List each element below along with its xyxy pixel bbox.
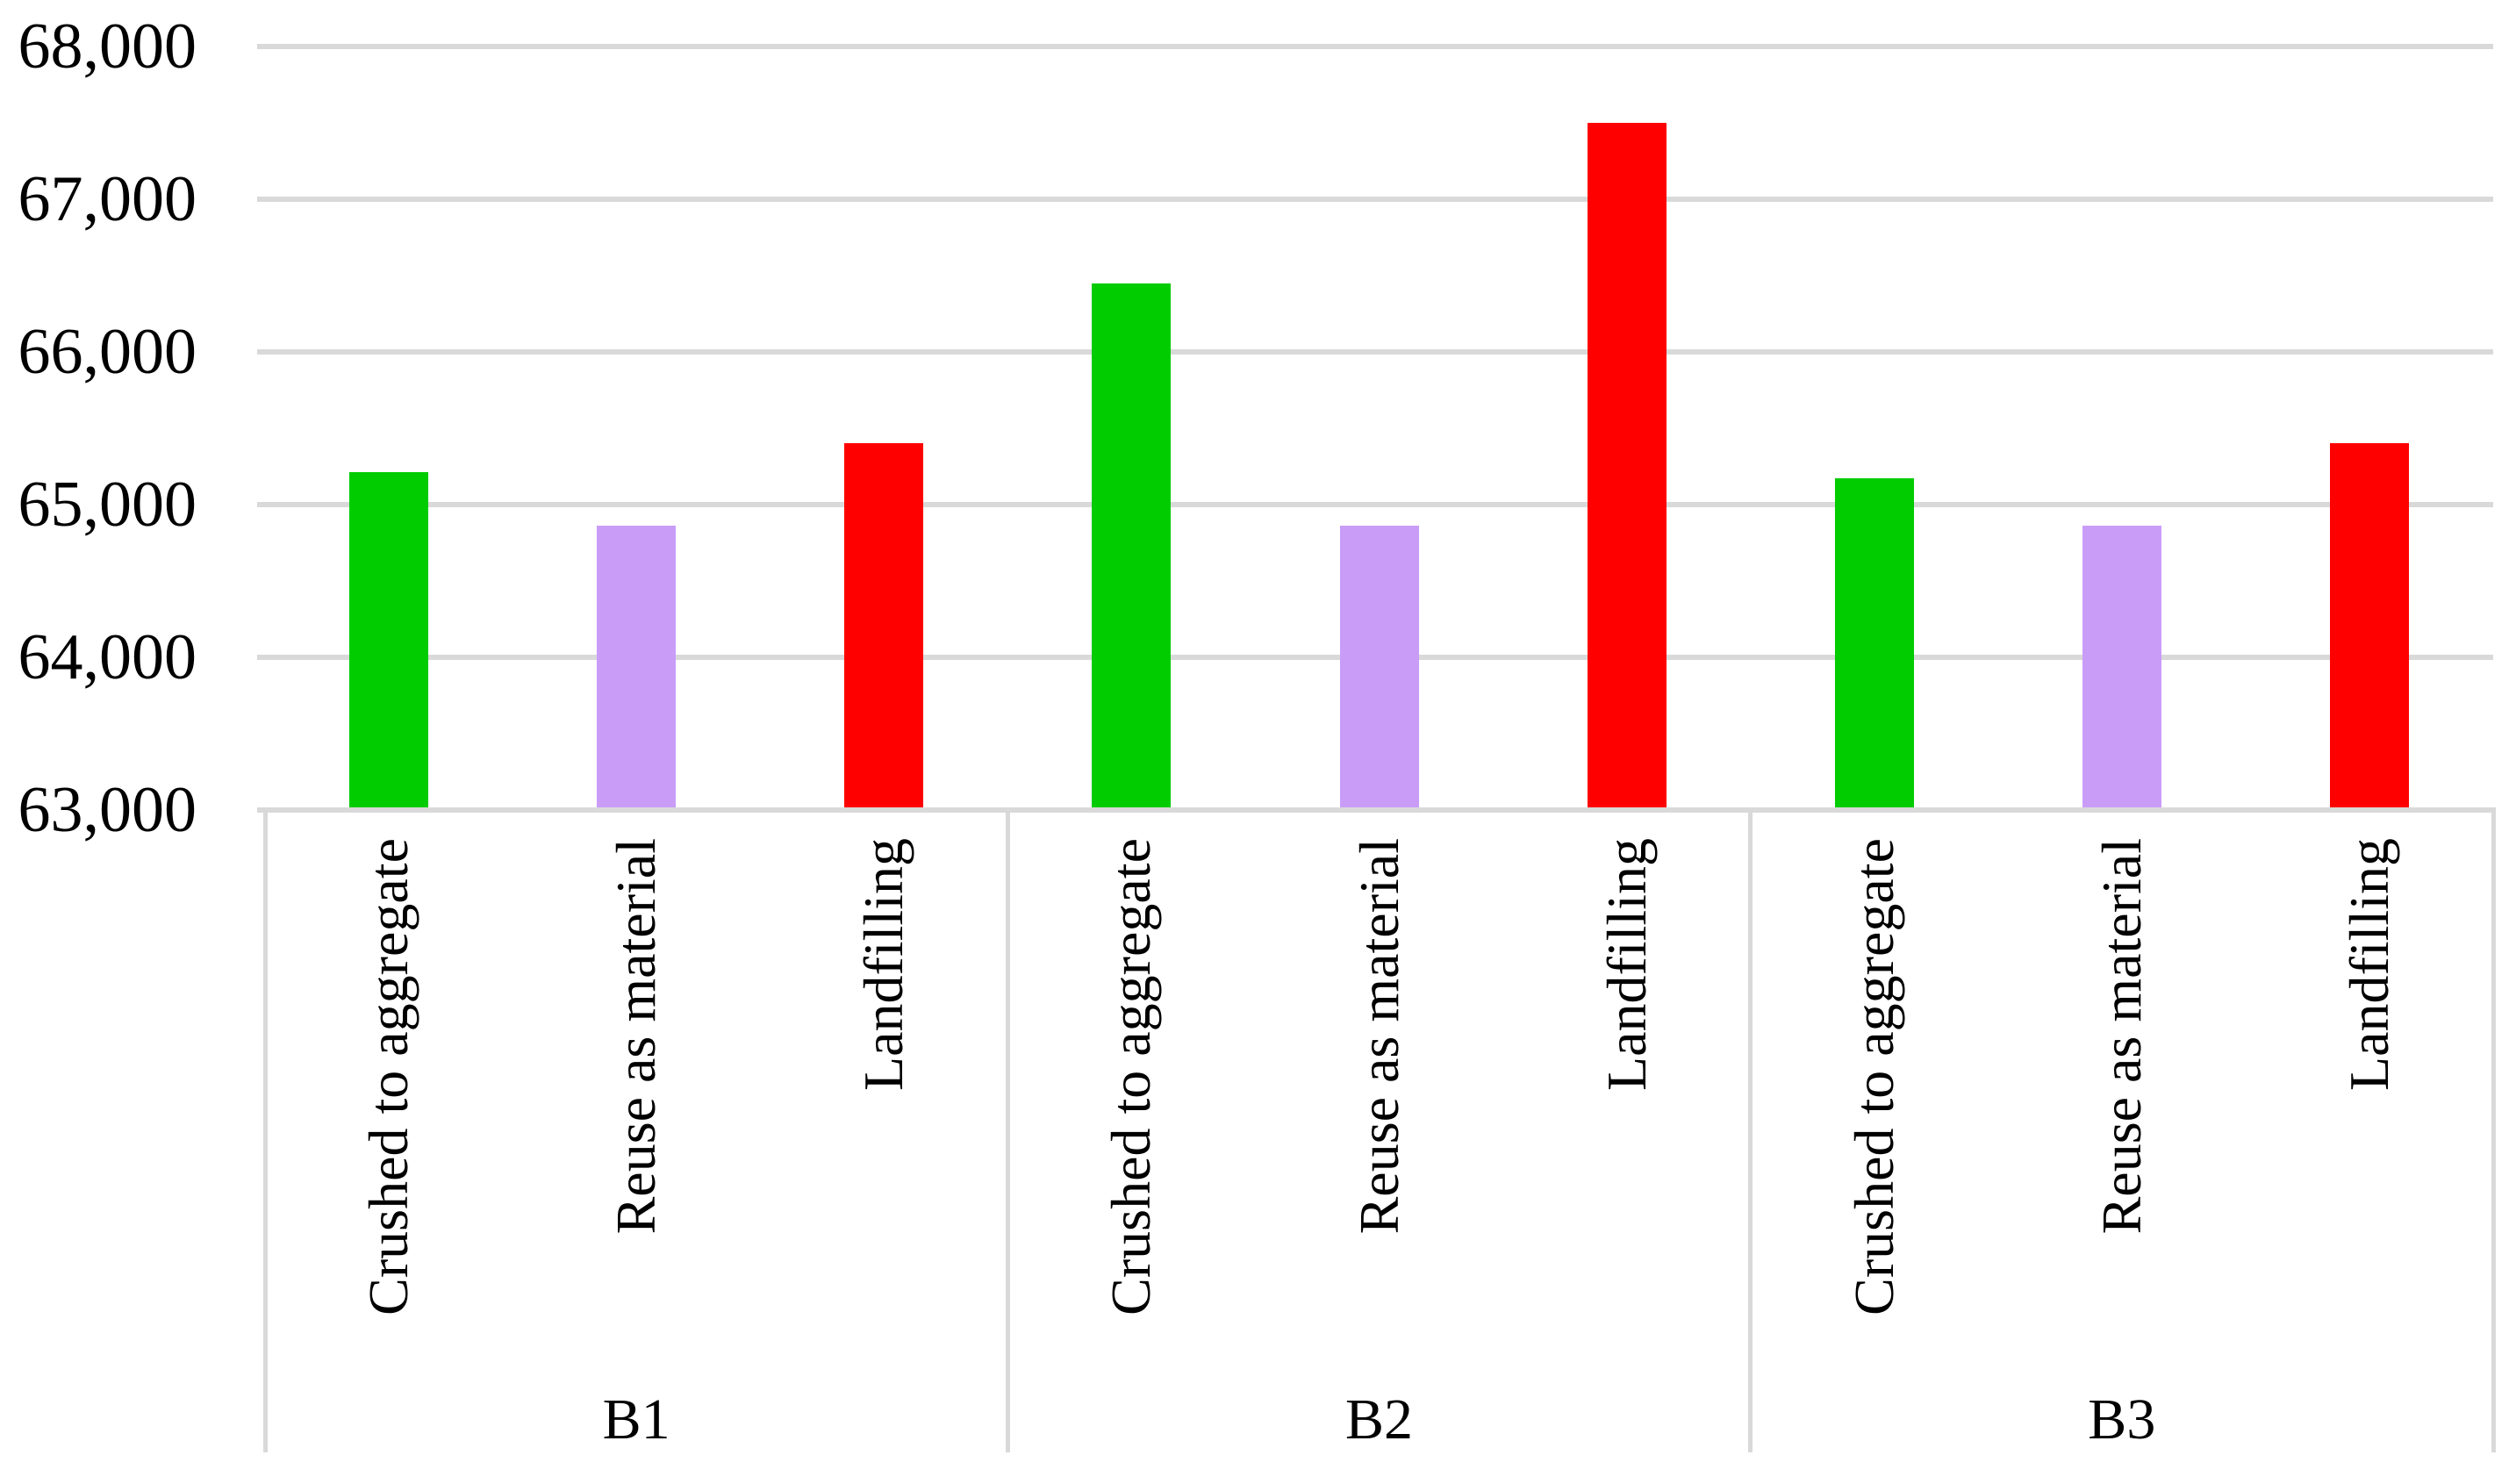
gridline — [257, 349, 2493, 355]
y-tick-label: 64,000 — [18, 621, 197, 693]
bar-b1-reuse-as-material — [597, 526, 677, 807]
category-divider — [1748, 807, 1753, 1452]
category-divider — [2491, 807, 2496, 1452]
gridline — [257, 807, 2493, 813]
y-tick-label: 68,000 — [18, 11, 197, 82]
y-tick-label: 66,000 — [18, 316, 197, 388]
gridline — [257, 502, 2493, 507]
y-tick-label: 63,000 — [18, 774, 197, 846]
gridline — [257, 44, 2493, 49]
bar-b2-landfilling — [1587, 123, 1667, 807]
bar-b1-landfilling — [844, 443, 924, 807]
bar-b3-crushed-to-aggregate — [1834, 478, 1914, 807]
bar-b1-crushed-to-aggregate — [349, 472, 429, 807]
y-tick-label: 65,000 — [18, 469, 197, 541]
bar-b3-landfilling — [2329, 443, 2409, 807]
group-label-b3: B3 — [2088, 1387, 2156, 1452]
bar-b2-crushed-to-aggregate — [1092, 283, 1172, 807]
group-label-b2: B2 — [1344, 1387, 1413, 1452]
group-label-b1: B1 — [602, 1387, 670, 1452]
category-divider — [262, 807, 268, 1452]
y-tick-label: 67,000 — [18, 163, 197, 235]
category-divider — [1005, 807, 1010, 1452]
bar-b2-reuse-as-material — [1339, 526, 1419, 807]
gridline — [257, 197, 2493, 202]
bar-b3-reuse-as-material — [2082, 526, 2161, 807]
